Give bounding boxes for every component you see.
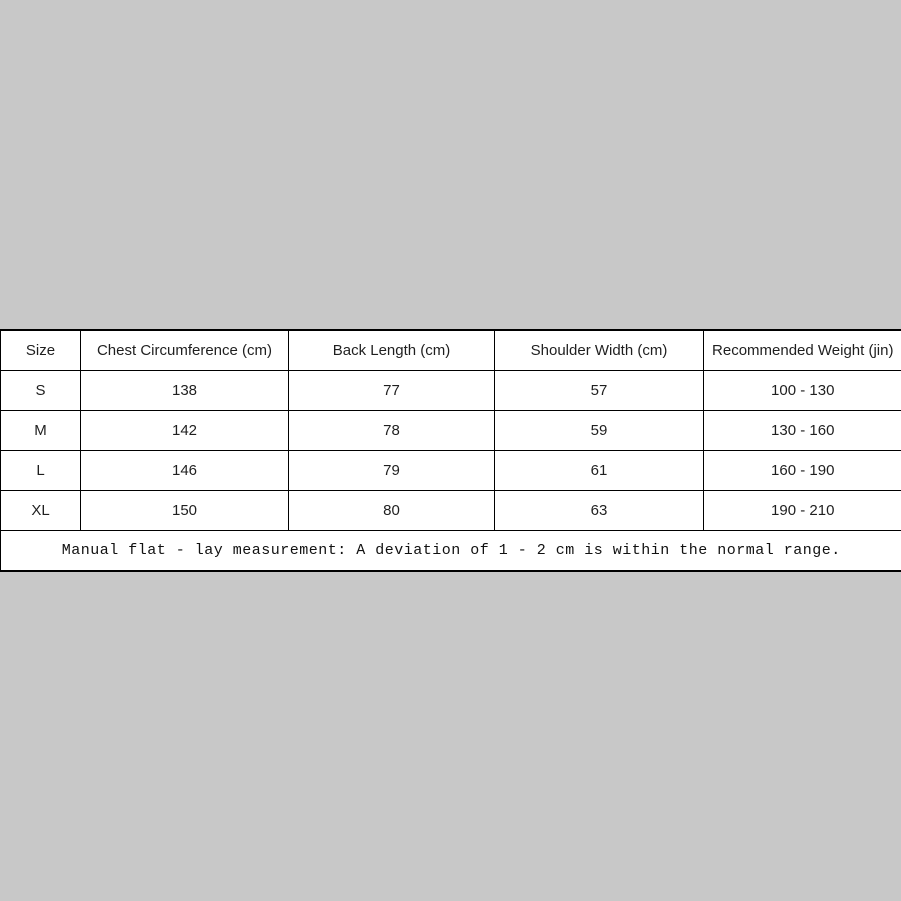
table-row-m: M 142 78 59 130 - 160: [0, 410, 901, 451]
footnote-row: Manual flat - lay measurement: A deviati…: [0, 530, 901, 572]
size-chart-panel: Size Chest Circumference (cm) Back Lengt…: [0, 329, 901, 572]
table-row-l: L 146 79 61 160 - 190: [0, 450, 901, 491]
cell-chest: 146: [80, 450, 289, 491]
cell-back-length: 77: [288, 370, 495, 411]
cell-size: XL: [0, 490, 81, 531]
cell-back-length: 79: [288, 450, 495, 491]
cell-shoulder-width: 57: [494, 370, 704, 411]
cell-size: L: [0, 450, 81, 491]
size-chart-table: Size Chest Circumference (cm) Back Lengt…: [0, 329, 901, 572]
cell-size: M: [0, 410, 81, 451]
measurement-note: Manual flat - lay measurement: A deviati…: [0, 530, 901, 572]
column-header-shoulder-width: Shoulder Width (cm): [494, 329, 704, 371]
cell-back-length: 80: [288, 490, 495, 531]
cell-size: S: [0, 370, 81, 411]
cell-shoulder-width: 59: [494, 410, 704, 451]
cell-chest: 150: [80, 490, 289, 531]
cell-shoulder-width: 63: [494, 490, 704, 531]
column-header-size: Size: [0, 329, 81, 371]
table-row-s: S 138 77 57 100 - 130: [0, 370, 901, 411]
cell-recommended-weight: 130 - 160: [703, 410, 901, 451]
cell-chest: 142: [80, 410, 289, 451]
column-header-recommended-weight: Recommended Weight (jin): [703, 329, 901, 371]
cell-recommended-weight: 100 - 130: [703, 370, 901, 411]
cell-back-length: 78: [288, 410, 495, 451]
column-header-back-length: Back Length (cm): [288, 329, 495, 371]
cell-shoulder-width: 61: [494, 450, 704, 491]
cell-chest: 138: [80, 370, 289, 411]
column-header-chest: Chest Circumference (cm): [80, 329, 289, 371]
table-row-xl: XL 150 80 63 190 - 210: [0, 490, 901, 531]
header-row: Size Chest Circumference (cm) Back Lengt…: [0, 329, 901, 371]
cell-recommended-weight: 160 - 190: [703, 450, 901, 491]
cell-recommended-weight: 190 - 210: [703, 490, 901, 531]
